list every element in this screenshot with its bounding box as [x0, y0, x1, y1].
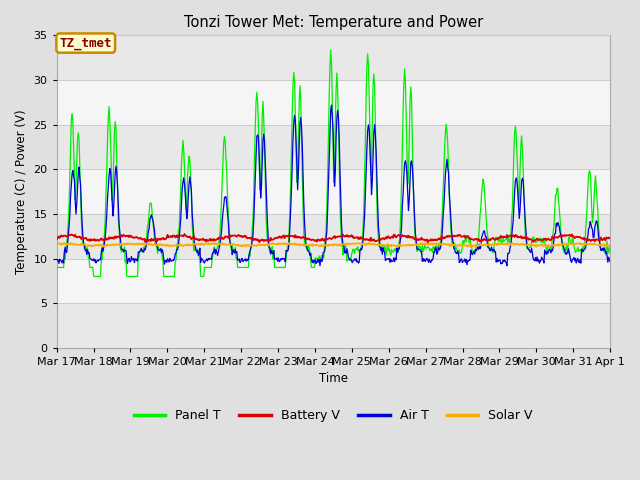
Bar [57, 125, 610, 169]
Bar [57, 259, 610, 303]
Bar [57, 214, 610, 259]
X-axis label: Time: Time [319, 372, 348, 385]
Bar [57, 80, 610, 125]
Bar [57, 303, 610, 348]
Bar [57, 36, 610, 80]
Title: Tonzi Tower Met: Temperature and Power: Tonzi Tower Met: Temperature and Power [184, 15, 483, 30]
Bar [57, 169, 610, 214]
Legend: Panel T, Battery V, Air T, Solar V: Panel T, Battery V, Air T, Solar V [129, 404, 538, 427]
Y-axis label: Temperature (C) / Power (V): Temperature (C) / Power (V) [15, 109, 28, 274]
Text: TZ_tmet: TZ_tmet [60, 36, 112, 49]
